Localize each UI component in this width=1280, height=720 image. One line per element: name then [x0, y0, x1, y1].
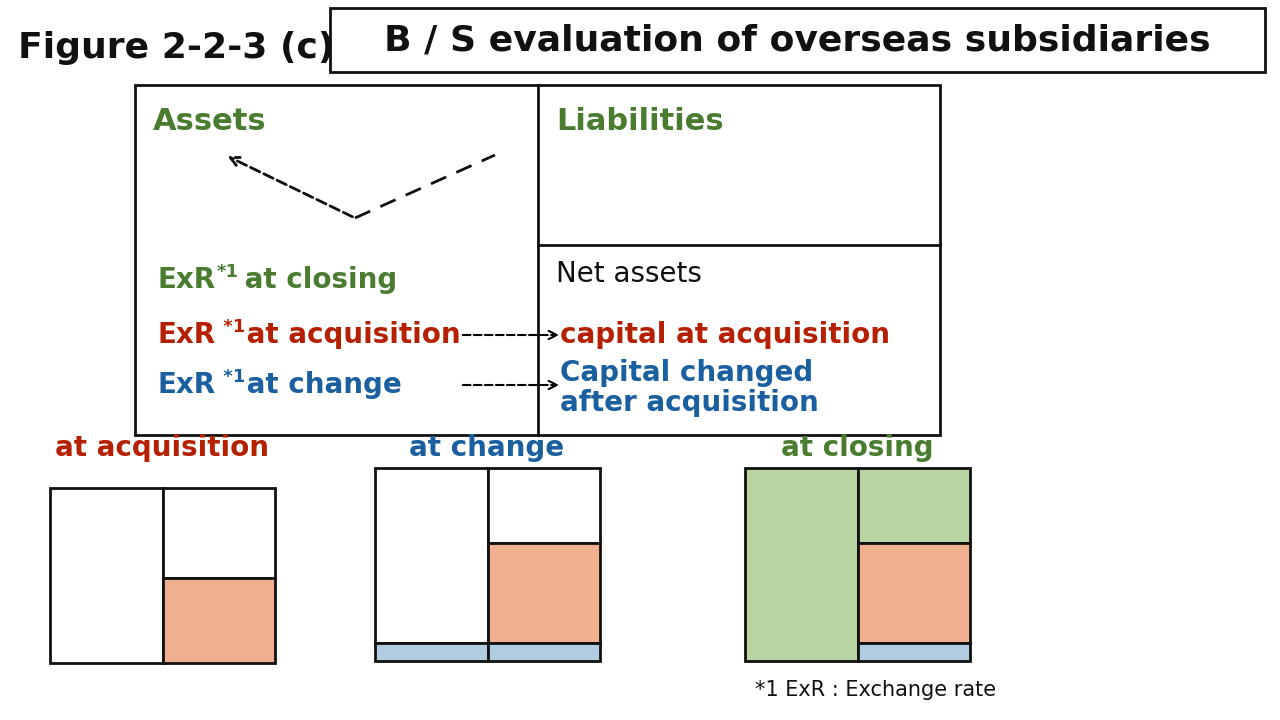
- Text: ExR: ExR: [157, 321, 215, 349]
- Bar: [488, 543, 600, 643]
- Text: capital at acquisition: capital at acquisition: [561, 321, 890, 349]
- Text: Capital changed: Capital changed: [561, 359, 813, 387]
- Text: at acquisition: at acquisition: [237, 321, 461, 349]
- Text: B / S evaluation of overseas subsidiaries: B / S evaluation of overseas subsidiarie…: [384, 23, 1211, 57]
- Text: Assets: Assets: [154, 107, 266, 136]
- Text: Net assets: Net assets: [556, 260, 701, 288]
- Text: at acquisition: at acquisition: [55, 434, 269, 462]
- Text: ExR: ExR: [157, 371, 215, 399]
- Text: *1: *1: [218, 368, 246, 386]
- Bar: [163, 488, 275, 578]
- Text: Liabilities: Liabilities: [556, 107, 723, 136]
- Bar: [134, 85, 940, 435]
- Text: at change: at change: [410, 434, 564, 462]
- Bar: [163, 578, 275, 663]
- Text: *1 ExR : Exchange rate: *1 ExR : Exchange rate: [755, 680, 996, 700]
- Text: at closing: at closing: [236, 266, 397, 294]
- Text: ExR: ExR: [157, 266, 215, 294]
- Bar: [745, 468, 858, 661]
- Bar: [858, 643, 970, 661]
- Bar: [375, 468, 488, 643]
- Text: *1: *1: [218, 318, 246, 336]
- Bar: [375, 643, 488, 661]
- Text: *1: *1: [218, 263, 239, 281]
- Text: after acquisition: after acquisition: [561, 389, 819, 417]
- Bar: [858, 468, 970, 543]
- Text: Figure 2-2-3 (c): Figure 2-2-3 (c): [18, 31, 334, 65]
- Bar: [858, 543, 970, 643]
- Text: at change: at change: [237, 371, 402, 399]
- Bar: [488, 468, 600, 543]
- Text: at closing: at closing: [781, 434, 933, 462]
- Bar: [50, 488, 163, 663]
- Bar: [488, 643, 600, 661]
- Bar: [330, 8, 1265, 72]
